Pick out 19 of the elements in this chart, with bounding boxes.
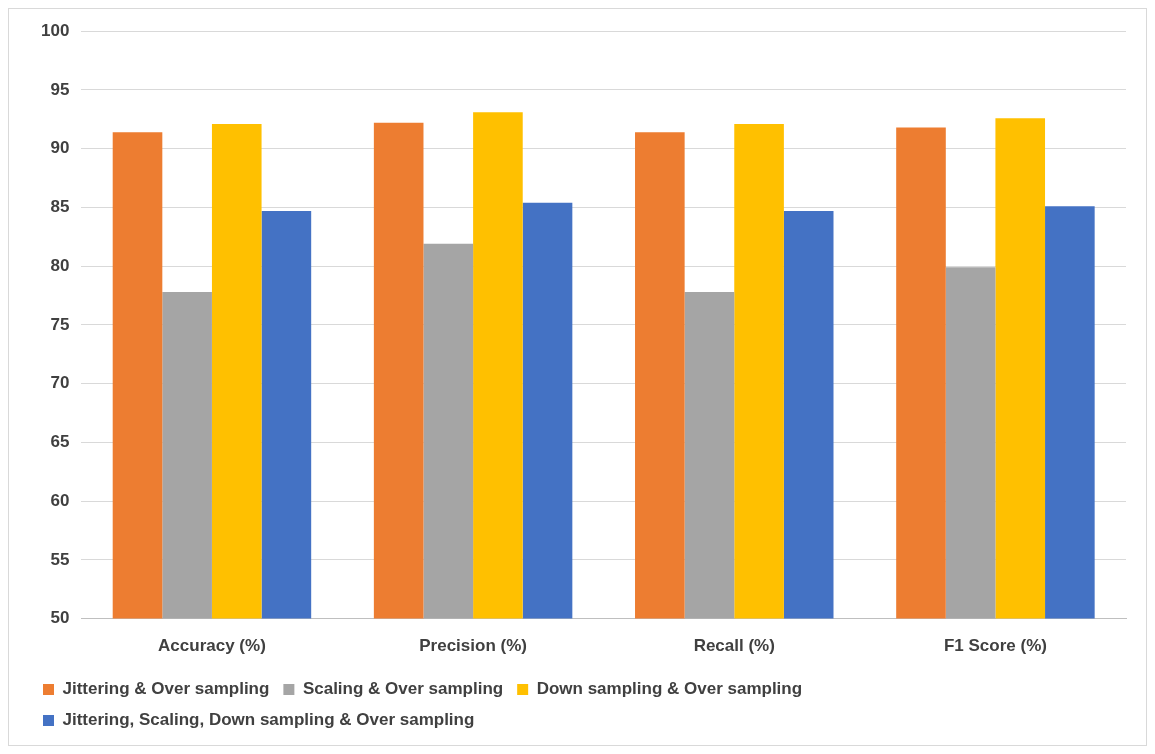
legend-label: Down sampling & Over sampling xyxy=(536,679,803,699)
y-tick-label: 55 xyxy=(50,549,70,569)
y-tick-label: 95 xyxy=(50,79,70,99)
legend-label: Jittering & Over sampling xyxy=(62,679,270,699)
y-tick-label: 100 xyxy=(40,20,70,40)
legend-label: Scaling & Over sampling xyxy=(302,679,504,699)
legend-label: Jittering, Scaling, Down sampling & Over sampling xyxy=(62,710,475,730)
x-tick-label: F1 Score (%) xyxy=(943,636,1047,656)
y-tick-label: 65 xyxy=(50,432,70,452)
y-tick-label: 50 xyxy=(50,608,70,628)
y-tick-label: 70 xyxy=(50,373,70,393)
y-tick-label: 80 xyxy=(50,255,70,275)
x-tick-label: Accuracy (%) xyxy=(158,636,266,656)
y-tick-label: 90 xyxy=(50,138,70,158)
y-tick-label: 75 xyxy=(50,314,70,334)
y-tick-label: 85 xyxy=(50,197,70,217)
x-tick-label: Recall (%) xyxy=(693,636,775,656)
x-tick-label: Precision (%) xyxy=(419,636,527,656)
y-tick-label: 60 xyxy=(50,490,70,510)
